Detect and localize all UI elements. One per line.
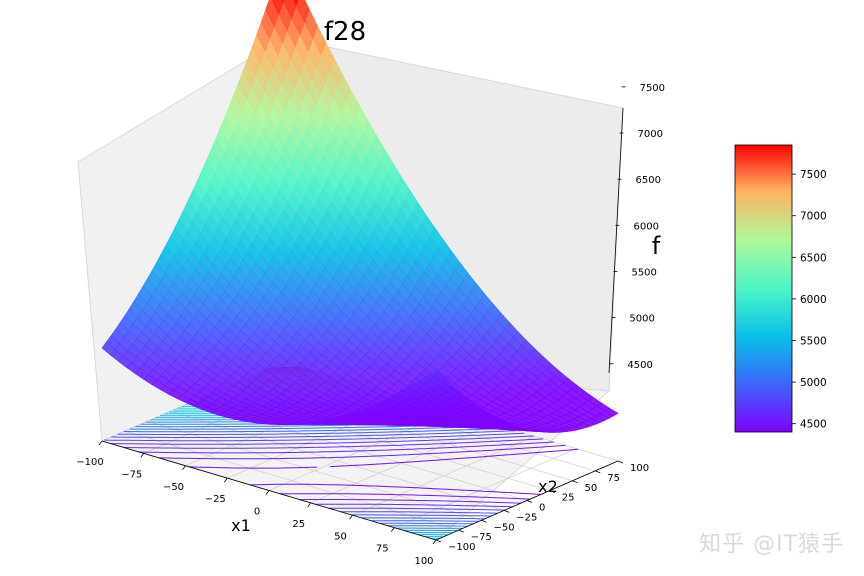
contour-line <box>123 425 500 522</box>
contour-line <box>188 448 579 495</box>
y-tick-label: 75 <box>607 473 620 484</box>
surface-mesh <box>101 0 619 433</box>
contour-line <box>110 435 534 511</box>
x-tick-mark <box>349 515 353 520</box>
y-tick-label: −75 <box>471 532 492 543</box>
y-tick-mark <box>526 500 533 503</box>
x-tick-label: −75 <box>121 469 142 480</box>
y-tick-mark <box>458 529 464 533</box>
x-tick-label: −50 <box>163 482 184 493</box>
colorbar-tick-label: 4500 <box>800 419 827 431</box>
surface-facet <box>282 0 284 2</box>
z-tick-label: 7500 <box>640 83 665 94</box>
y-tick-mark <box>549 490 555 493</box>
y-tick-mark <box>481 519 487 523</box>
colorbar: 4500 5000 5500 6000 6500 7000 7500 <box>734 144 827 433</box>
colorbar-tick-label: 7000 <box>800 211 827 223</box>
y-tick-label: 0 <box>539 503 545 514</box>
surface-facet <box>295 0 310 23</box>
z-axis-label: f <box>652 232 661 260</box>
colorbar-ticks: 4500 5000 5500 6000 6500 7000 7500 <box>792 169 827 431</box>
y-tick-mark <box>572 480 578 484</box>
y-tick-mark <box>617 460 624 464</box>
x-tick-label: 100 <box>414 556 433 567</box>
z-tick-label: 6000 <box>633 221 658 232</box>
x-axis-label: x1 <box>231 516 251 535</box>
z-tick-label: 5000 <box>629 314 654 325</box>
y-tick-mark <box>595 470 601 474</box>
x-tick-label: 25 <box>292 519 305 530</box>
x-tick-label: 50 <box>334 531 347 542</box>
colorbar-tick-label: 5500 <box>800 335 827 347</box>
z-tick-label: 6500 <box>636 175 661 186</box>
y-tick-label: 25 <box>562 493 575 504</box>
contour-line <box>111 430 516 517</box>
x-tick-mark <box>265 490 270 495</box>
x-tick-label: −100 <box>76 457 103 468</box>
x-tick-mark <box>432 539 437 545</box>
z-tick-label: 5500 <box>631 267 656 278</box>
contour-line <box>158 444 566 500</box>
x-tick-label: 0 <box>254 507 260 518</box>
colorbar-tick-label: 5000 <box>800 377 827 389</box>
z-axis-line <box>608 107 624 374</box>
z-tick-label: 7000 <box>638 129 663 140</box>
colorbar-tick-label: 6000 <box>800 294 827 306</box>
y-tick-label: 50 <box>585 483 598 494</box>
x-tick-mark <box>98 440 103 446</box>
y-tick-label: −25 <box>516 512 537 523</box>
colorbar-gradient <box>734 144 793 433</box>
x-tick-label: −25 <box>205 494 226 505</box>
contour-line <box>117 427 508 520</box>
x-tick-mark <box>182 465 186 470</box>
grid-line-y <box>170 410 505 511</box>
x-tick-mark <box>390 527 395 532</box>
tick-labels: −100−75−50−250255075100−100−75−50−250255… <box>76 83 665 567</box>
x-tick-label: 75 <box>376 544 389 555</box>
chart-title: f28 <box>324 17 366 47</box>
colorbar-tick-label: 7500 <box>800 169 827 181</box>
x-tick-mark <box>307 502 312 508</box>
y-tick-label: −100 <box>448 542 475 553</box>
colorbar-tick-label: 6500 <box>800 252 827 264</box>
x-tick-mark <box>140 453 145 458</box>
contour-line <box>104 432 525 514</box>
watermark: 知乎 @IT猿手 <box>699 532 844 557</box>
surface-facet <box>293 0 299 6</box>
y-tick-mark <box>504 510 510 513</box>
y-tick-label: 100 <box>630 463 649 474</box>
y-tick-label: −50 <box>494 522 515 533</box>
y-axis-label: x2 <box>538 477 558 496</box>
x-tick-mark <box>223 477 228 483</box>
y-tick-mark <box>435 539 442 543</box>
z-tick-label: 4500 <box>627 360 652 371</box>
